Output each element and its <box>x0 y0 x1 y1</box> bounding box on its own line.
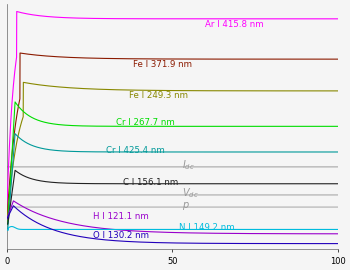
Text: Fe I 249.3 nm: Fe I 249.3 nm <box>129 91 188 100</box>
Text: N I 149.2 nm: N I 149.2 nm <box>179 223 234 232</box>
Text: Fe I 371.9 nm: Fe I 371.9 nm <box>133 59 192 69</box>
Text: Ar I 415.8 nm: Ar I 415.8 nm <box>205 21 264 29</box>
Text: $V_{dc}$: $V_{dc}$ <box>182 187 199 200</box>
Text: Cr I 267.7 nm: Cr I 267.7 nm <box>116 118 175 127</box>
Text: $I_{dc}$: $I_{dc}$ <box>182 158 195 172</box>
Text: Cr I 425.4 nm: Cr I 425.4 nm <box>106 146 165 155</box>
Text: H I 121.1 nm: H I 121.1 nm <box>93 212 149 221</box>
Text: O I 130.2 nm: O I 130.2 nm <box>93 231 149 239</box>
Text: $p$: $p$ <box>182 200 190 212</box>
Text: C I 156.1 nm: C I 156.1 nm <box>123 178 178 187</box>
